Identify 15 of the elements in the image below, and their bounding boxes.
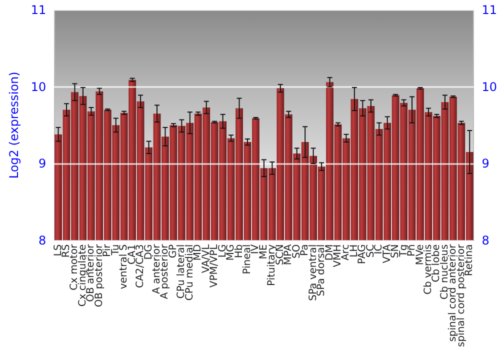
y2-tick-label: 10 bbox=[482, 80, 498, 94]
y-tick-label: 9 bbox=[38, 156, 46, 171]
x-tick-label: spinal cord posterior bbox=[456, 243, 467, 348]
x-tick-label: Retina bbox=[464, 244, 476, 276]
y-tick-label: 10 bbox=[30, 80, 46, 94]
x-tick-label: ME bbox=[258, 244, 270, 260]
x-tick-label: Pituitary bbox=[266, 244, 278, 286]
x-tick-label: OB posterior bbox=[94, 243, 105, 308]
x-tick-label: Tg bbox=[398, 244, 410, 258]
y2-tick-label: 11 bbox=[482, 3, 498, 17]
y2-tick-label: 8 bbox=[482, 233, 490, 248]
y-axis-title: Log2 (expression) bbox=[7, 72, 21, 179]
y-tick-label: 11 bbox=[30, 3, 46, 17]
y2-tick-label: 9 bbox=[482, 156, 490, 171]
y-tick-label: 8 bbox=[38, 233, 46, 248]
